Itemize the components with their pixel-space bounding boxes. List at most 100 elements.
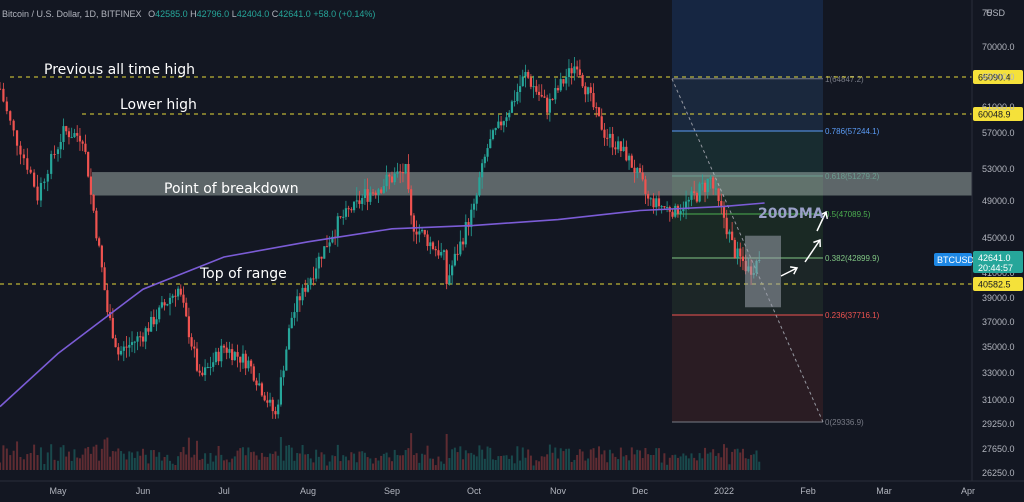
- open-label: O: [148, 9, 156, 19]
- volume-bar: [150, 450, 153, 470]
- candle-body: [733, 239, 736, 258]
- volume-bar: [543, 456, 546, 470]
- volume-bar: [209, 453, 212, 470]
- volume-bar: [676, 457, 679, 470]
- y-tick-label: 70000.0: [982, 42, 1015, 52]
- volume-bar: [573, 459, 576, 470]
- candle-body: [527, 71, 530, 78]
- price-tag-countdown: 20:44:57: [978, 263, 1013, 273]
- volume-bar: [396, 455, 399, 470]
- volume-bar: [39, 447, 42, 470]
- candle-body: [625, 146, 628, 161]
- candle-body: [676, 205, 680, 214]
- volume-bar: [366, 457, 369, 470]
- x-tick-label: Mar: [876, 486, 892, 496]
- candle-body: [679, 211, 682, 214]
- volume-bar: [125, 459, 128, 470]
- candle-body: [714, 188, 717, 190]
- candle-body: [67, 131, 71, 138]
- volume-bar: [500, 455, 503, 470]
- volume-bar: [557, 458, 559, 470]
- candle-body: [249, 360, 253, 367]
- volume-bar: [296, 453, 299, 470]
- x-tick-label: May: [49, 486, 67, 496]
- volume-bar: [442, 463, 445, 470]
- candle-body: [231, 349, 234, 361]
- volume-bar: [233, 456, 236, 470]
- volume-bar: [325, 465, 328, 470]
- candle-body: [225, 347, 228, 353]
- annotation-lower-high: Lower high: [120, 97, 197, 113]
- volume-bar: [312, 462, 315, 470]
- volume-bar: [258, 459, 261, 470]
- candle-body: [70, 137, 73, 139]
- candle-body: [369, 192, 372, 202]
- volume-bar: [666, 464, 669, 470]
- volume-bar: [595, 457, 598, 470]
- volume-bar: [393, 449, 396, 470]
- candle-body: [461, 241, 465, 245]
- candle-body: [53, 153, 56, 155]
- candle-body: [401, 172, 405, 174]
- candle-body: [470, 209, 473, 228]
- ma-layer: [0, 202, 765, 408]
- annotation-point-of-breakdown: Point of breakdown: [164, 181, 299, 197]
- candle-body: [301, 287, 304, 301]
- candle-body: [508, 112, 511, 118]
- candle-body: [687, 199, 690, 202]
- volume-bar: [622, 456, 625, 470]
- candle-body: [559, 79, 562, 91]
- candle-body: [133, 341, 136, 343]
- candle-body: [185, 302, 188, 317]
- candle-body: [312, 278, 315, 280]
- volume-bar: [317, 456, 320, 470]
- volume-bar: [388, 457, 391, 470]
- y-tick-label: 33000.0: [982, 368, 1015, 378]
- candle-body: [423, 229, 426, 235]
- arrow-right: [780, 267, 798, 277]
- candle-body: [456, 253, 459, 255]
- candle-body: [578, 69, 581, 75]
- volume-bar: [611, 453, 614, 470]
- volume-bar: [339, 461, 342, 470]
- volume-bar: [415, 453, 418, 470]
- volume-bar: [282, 460, 285, 470]
- volume-bar: [46, 452, 49, 470]
- candle-body: [693, 191, 696, 193]
- y-tick-label: 29250.0: [982, 419, 1015, 429]
- candle-body: [258, 383, 261, 386]
- symbol-tag-label: BTCUSD: [937, 255, 975, 265]
- volume-bar: [196, 440, 198, 470]
- volume-bar: [426, 445, 429, 470]
- volume-bar: [67, 451, 70, 470]
- candle-body: [481, 163, 484, 178]
- volume-bar: [120, 451, 123, 470]
- candle-body: [193, 346, 196, 349]
- candle-body: [606, 137, 609, 139]
- volume-bar: [685, 455, 688, 470]
- volume-bar: [201, 458, 204, 470]
- candle-body: [638, 168, 642, 173]
- volume-bar: [706, 453, 709, 470]
- volume-bar: [668, 457, 671, 470]
- candle-body: [198, 370, 201, 373]
- candle-body: [510, 101, 514, 113]
- volume-bar: [12, 450, 15, 470]
- volume-bar: [155, 456, 158, 470]
- candle-body: [111, 318, 114, 339]
- volume-bar: [361, 451, 364, 470]
- y-tick-label: 31000.0: [982, 395, 1015, 405]
- volume-bar: [344, 456, 347, 470]
- candle-body: [147, 328, 150, 332]
- annotation-200dma: 200DMA: [758, 206, 824, 222]
- volume-bar: [502, 455, 505, 470]
- volume-bar: [43, 464, 46, 470]
- volume-bar: [114, 451, 117, 470]
- candle-body: [56, 149, 60, 154]
- candle-body: [429, 242, 432, 247]
- volume-bar: [53, 459, 56, 470]
- candle-body: [152, 316, 155, 325]
- candle-body: [608, 133, 612, 138]
